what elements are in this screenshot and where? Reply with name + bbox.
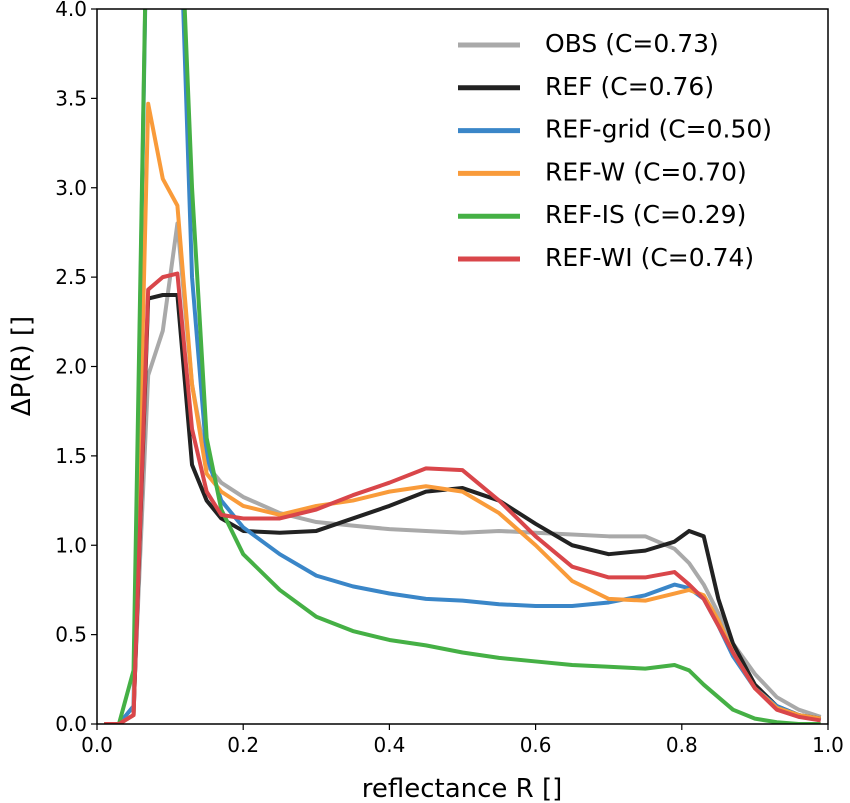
series-line [104,293,822,724]
series-line [104,101,822,724]
x-tick-label: 0.8 [666,733,698,757]
y-tick-label: 4.0 [55,0,87,21]
legend-label: REF-W (C=0.70) [545,157,747,186]
x-tick-label: 0.6 [520,733,552,757]
series-line [104,221,822,724]
y-tick-label: 3.5 [55,86,87,110]
y-tick-label: 1.0 [55,533,87,557]
legend-label: REF-grid (C=0.50) [545,115,772,144]
legend-label: REF (C=0.76) [545,72,714,101]
y-tick-label: 3.0 [55,176,87,200]
y-axis-label: ΔP(R) [] [7,316,37,416]
legend-label: REF-IS (C=0.29) [545,200,746,229]
y-tick-label: 2.0 [55,355,87,379]
plot-lines [104,9,822,724]
y-tick-label: 2.5 [55,265,87,289]
y-tick-label: 1.5 [55,444,87,468]
x-tick-label: 0.4 [373,733,405,757]
y-tick-label: 0.5 [55,623,87,647]
series-line [104,271,822,724]
x-tick-label: 0.0 [81,733,113,757]
legend-label: REF-WI (C=0.74) [545,243,754,272]
x-tick-label: 1.0 [812,733,844,757]
series-line [104,9,821,724]
y-tick-label: 0.0 [55,712,87,736]
x-tick-label: 0.2 [227,733,259,757]
legend-label: OBS (C=0.73) [545,29,719,58]
x-axis-label: reflectance R [] [362,774,563,803]
